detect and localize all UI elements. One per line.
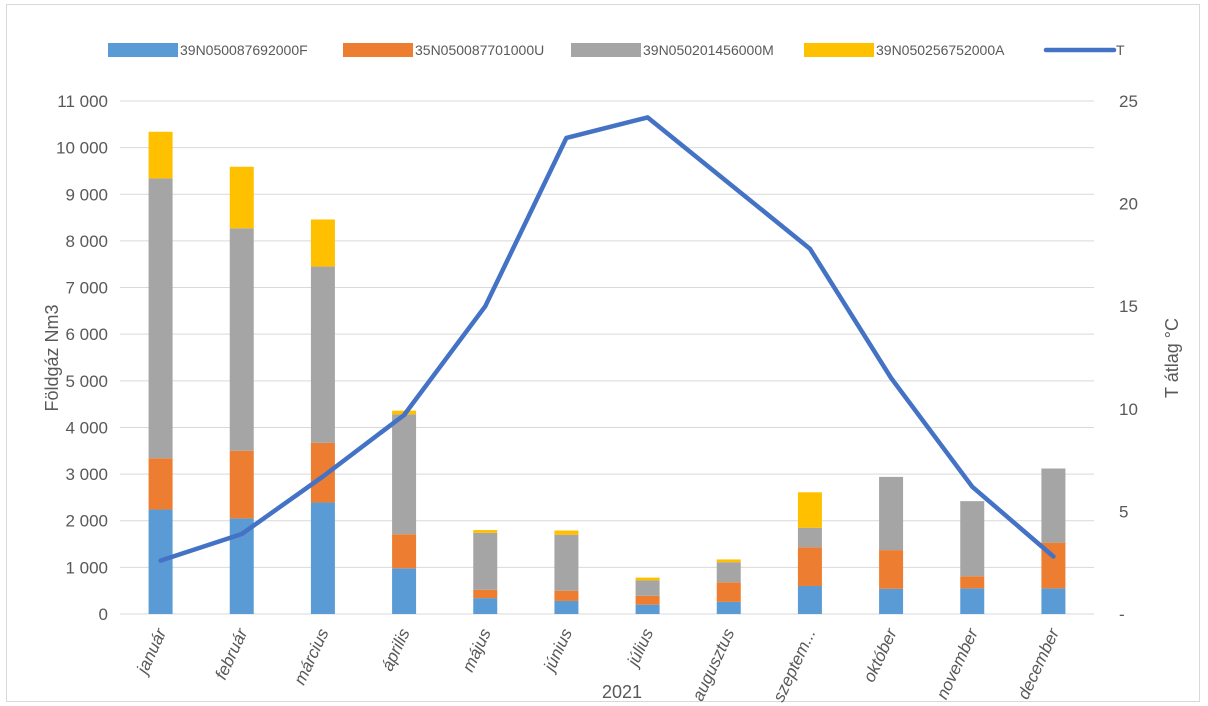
y2-tick-label: 25: [1119, 92, 1138, 111]
y2-tick-label: -: [1119, 605, 1125, 624]
y2-axis-title: T átlag °C: [1162, 318, 1182, 398]
y-tick-label: 7 000: [65, 279, 108, 298]
y-tick-label: 11 000: [57, 92, 108, 111]
bar-segment: [310, 502, 335, 614]
y-axis-title: Földgáz Nm3: [42, 304, 62, 411]
legend-swatch: [108, 43, 178, 57]
bar-segment: [879, 476, 904, 551]
y2-tick-label: 20: [1119, 195, 1138, 214]
bar-segment: [960, 588, 985, 614]
legend-label: 39N050256752000A: [876, 42, 1005, 58]
bar-segment: [554, 534, 579, 591]
y-tick-label: 4 000: [65, 418, 108, 437]
bar-segment: [554, 600, 579, 614]
bar-segment: [716, 582, 741, 602]
x-tick-label: augusztus: [688, 625, 738, 704]
y2-axis-ticks: - 5 10 15 20 25: [1119, 92, 1138, 624]
x-tick-label: január: [132, 624, 171, 678]
bar-segment: [635, 604, 660, 614]
bar-segment: [229, 450, 254, 519]
y-tick-label: 0: [99, 605, 108, 624]
x-tick-label: március: [290, 625, 333, 687]
bar-segment: [797, 547, 822, 587]
bar-segment: [1041, 468, 1066, 543]
bar-segment: [392, 414, 417, 535]
bar-segment: [635, 595, 660, 605]
bar-segment: [229, 228, 254, 451]
y-tick-label: 10 000: [56, 139, 108, 158]
bar-segment: [554, 530, 579, 535]
x-tick-label: június: [539, 625, 576, 676]
legend-swatch: [571, 43, 641, 57]
temperature-line-path: [158, 115, 1056, 563]
y2-tick-label: 15: [1119, 297, 1138, 316]
y-tick-label: 6 000: [65, 325, 108, 344]
bar-segment: [716, 562, 741, 583]
legend-label: 39N050087692000F: [180, 42, 308, 58]
y-tick-label: 3 000: [65, 465, 108, 484]
y-tick-label: 9 000: [65, 185, 108, 204]
x-tick-label: október: [860, 624, 902, 685]
bar-segment: [716, 601, 741, 614]
bar-segment: [473, 589, 498, 599]
legend-swatch: [804, 43, 874, 57]
x-tick-label: szeptem...: [769, 626, 819, 705]
y-axis-ticks: 0 1 000 2 000 3 000 4 000 5 000 6 000 7 000 8 00…: [56, 92, 108, 624]
bar-segment: [554, 590, 579, 601]
bar-segment: [797, 492, 822, 528]
bar-segment: [473, 530, 498, 533]
y-tick-label: 2 000: [65, 512, 108, 531]
bar-segment: [635, 577, 660, 581]
bar-segment: [229, 166, 254, 229]
temperature-line: [158, 115, 1056, 563]
y2-tick-label: 10: [1119, 400, 1138, 419]
x-tick-label: december: [1014, 624, 1064, 702]
bar-segment: [960, 576, 985, 589]
x-tick-label: május: [458, 625, 495, 675]
gridlines: [120, 100, 1094, 615]
bar-segment: [392, 568, 417, 614]
bar-marks: [148, 131, 1066, 614]
x-tick-label: április: [378, 625, 414, 674]
bar-segment: [148, 131, 173, 179]
bar-segment: [797, 586, 822, 614]
bar-segment: [1041, 588, 1066, 614]
chart-frame: [6, 4, 1200, 702]
bar-segment: [797, 527, 822, 548]
bar-segment: [310, 219, 335, 267]
y-tick-label: 5 000: [65, 372, 108, 391]
y-tick-label: 1 000: [65, 558, 108, 577]
bar-segment: [879, 588, 904, 614]
x-tick-label: február: [211, 624, 252, 682]
x-axis-title: 2021: [602, 682, 642, 702]
bar-segment: [960, 501, 985, 577]
bar-segment: [635, 580, 660, 596]
x-tick-label: november: [933, 624, 983, 702]
bar-segment: [148, 178, 173, 459]
y-tick-label: 8 000: [65, 232, 108, 251]
bar-segment: [473, 532, 498, 590]
bar-segment: [473, 598, 498, 614]
y2-tick-label: 5: [1119, 502, 1128, 521]
bar-segment: [310, 266, 335, 443]
legend-label: 35N050087701000U: [415, 42, 544, 58]
legend-label: T: [1116, 42, 1125, 58]
legend-swatch: [343, 43, 413, 57]
bar-segment: [879, 550, 904, 589]
legend: 39N050087692000F 35N050087701000U 39N05020…: [108, 42, 1125, 58]
bar-segment: [392, 534, 417, 569]
x-tick-label: július: [623, 625, 658, 670]
legend-label: 39N050201456000M: [643, 42, 774, 58]
bar-segment: [716, 559, 741, 563]
bar-segment: [148, 458, 173, 510]
x-axis-ticks: január február március április május június jú…: [132, 624, 1063, 704]
